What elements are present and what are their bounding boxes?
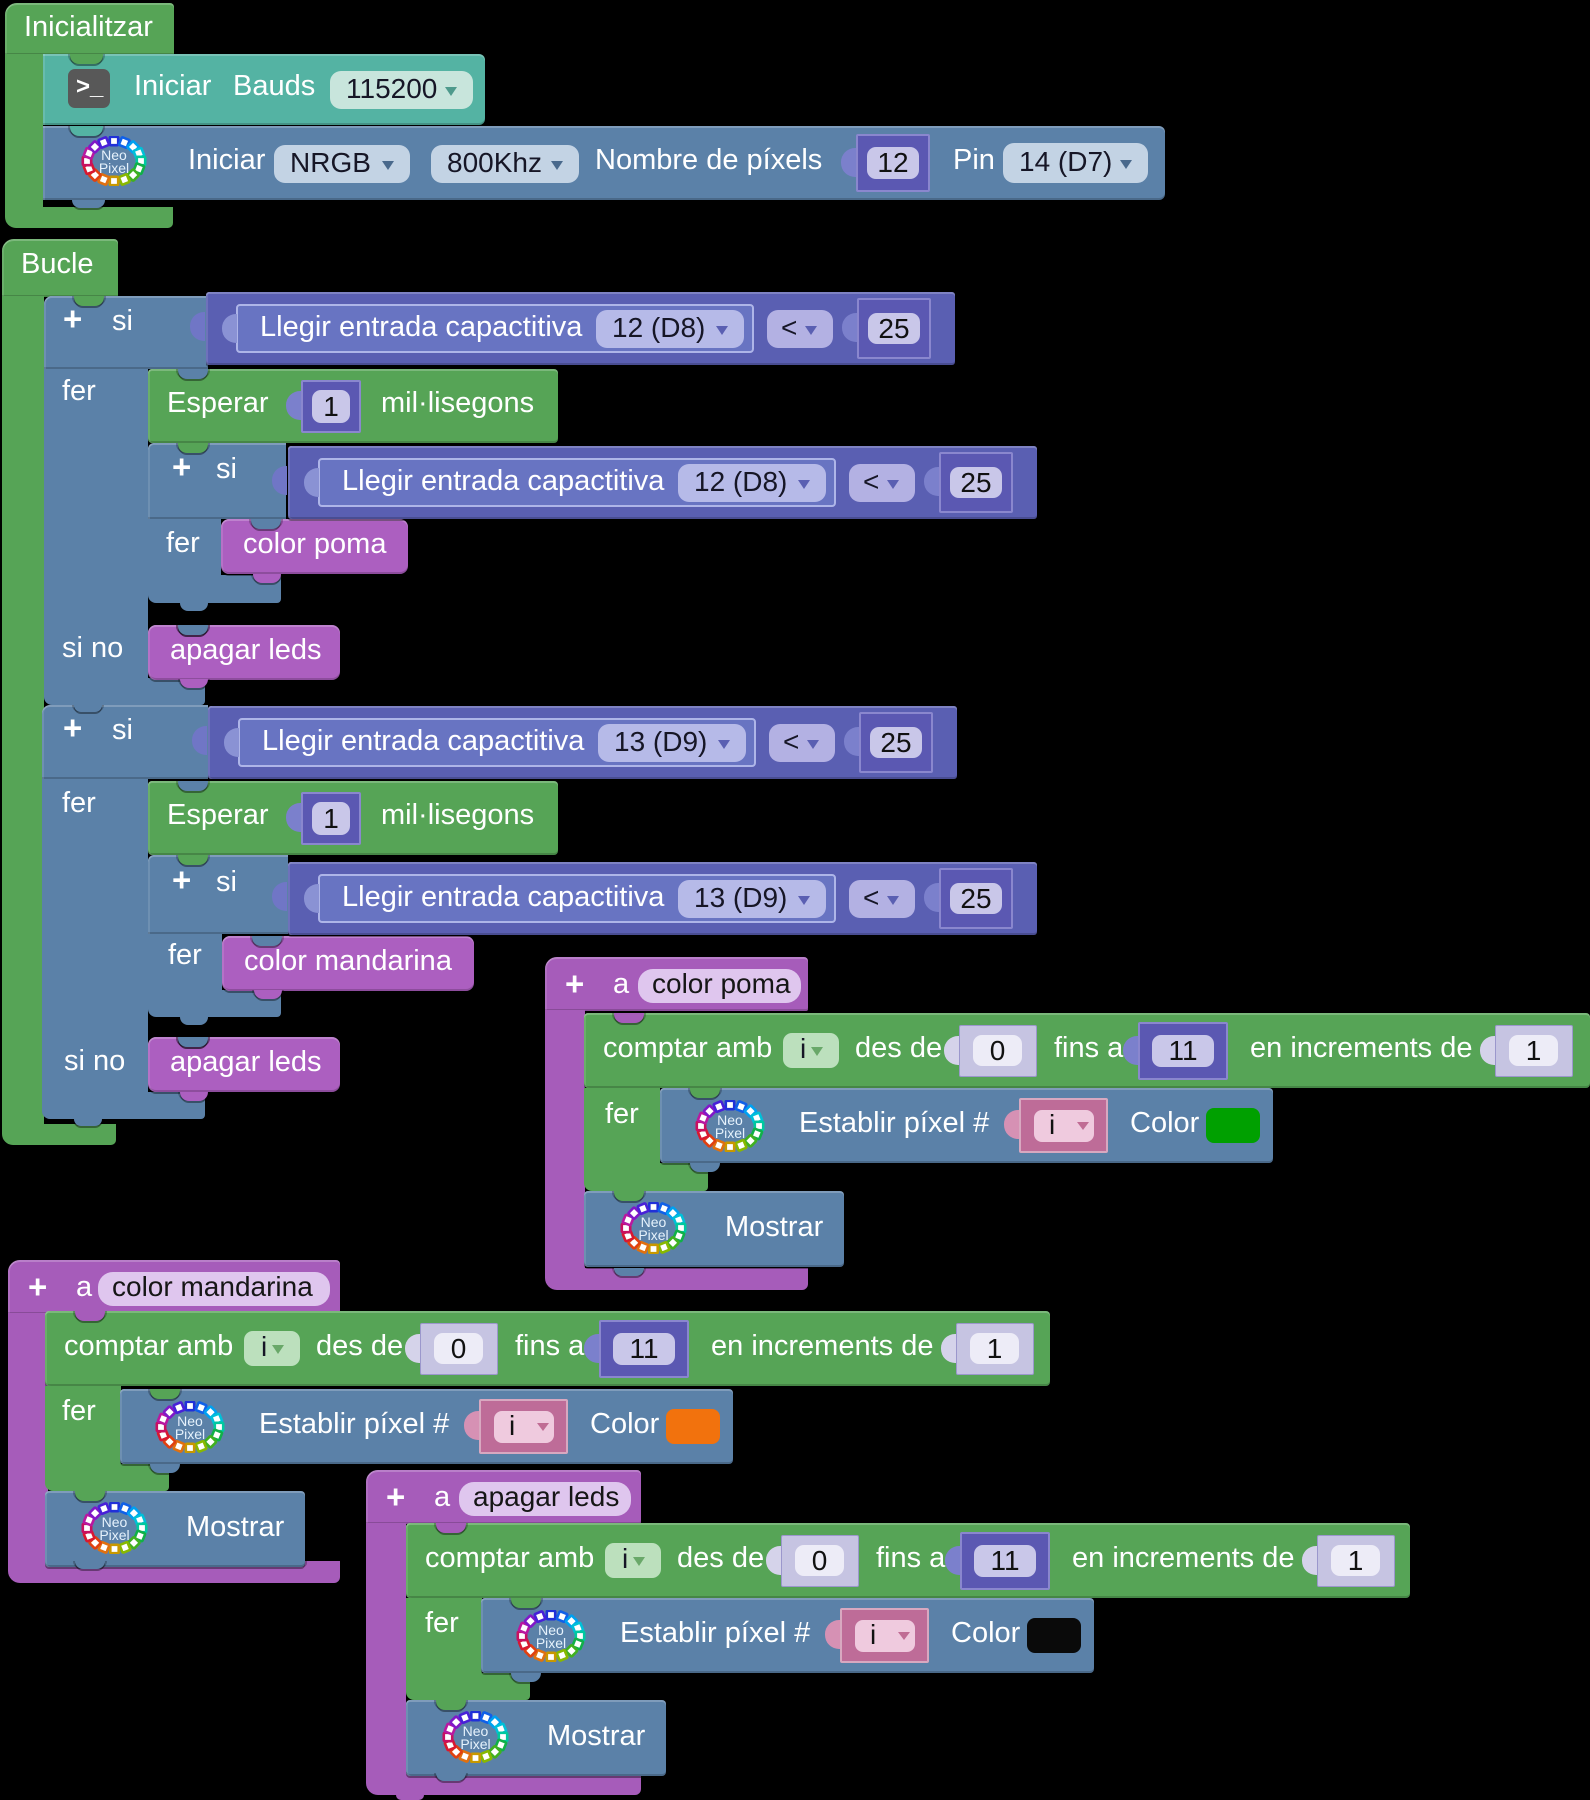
svg-text:Neo: Neo [717, 1112, 743, 1128]
svg-text:Pixel: Pixel [99, 1527, 129, 1543]
svg-text:Neo: Neo [463, 1723, 489, 1739]
svg-text:Pixel: Pixel [638, 1227, 668, 1243]
svg-text:Neo: Neo [641, 1214, 667, 1230]
svg-text:Pixel: Pixel [460, 1736, 490, 1752]
svg-text:Pixel: Pixel [99, 160, 129, 176]
svg-text:Neo: Neo [538, 1622, 564, 1638]
svg-text:Neo: Neo [101, 147, 127, 163]
svg-text:Neo: Neo [102, 1514, 128, 1530]
svg-text:Pixel: Pixel [715, 1125, 745, 1141]
svg-text:Neo: Neo [177, 1413, 203, 1429]
svg-text:Pixel: Pixel [175, 1426, 205, 1442]
svg-text:Pixel: Pixel [536, 1635, 566, 1651]
